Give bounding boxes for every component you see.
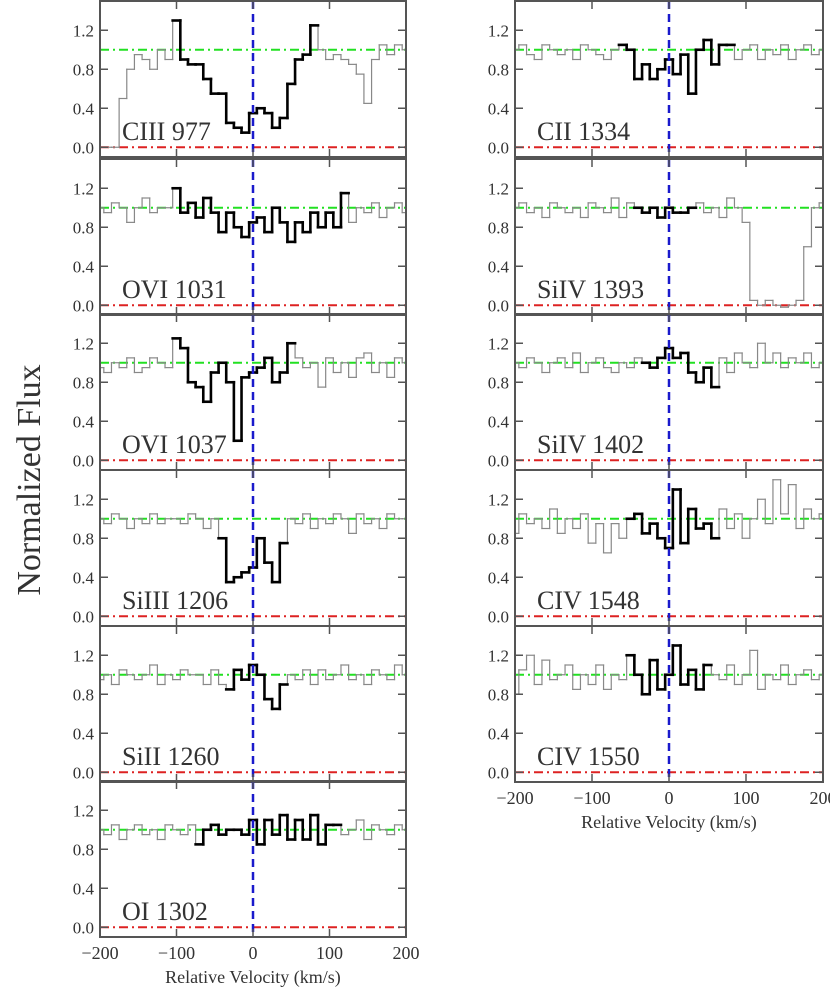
y-tick-label: 1.2: [73, 801, 94, 820]
line-label: SiIV 1402: [537, 430, 644, 459]
y-tick-label: 0.8: [488, 529, 509, 548]
y-tick-label: 1.2: [488, 646, 509, 665]
y-tick-label: 1.2: [488, 334, 509, 353]
y-tick-label: 0.4: [488, 257, 510, 276]
line-label: CII 1334: [537, 117, 630, 146]
y-tick-label: 0.0: [73, 138, 94, 157]
line-label: OI 1302: [122, 897, 208, 926]
line-label: OVI 1031: [122, 275, 227, 304]
y-tick-label: 0.4: [73, 879, 95, 898]
y-tick-label: 0.0: [73, 296, 94, 315]
y-tick-label: 0.4: [73, 724, 95, 743]
line-label: OVI 1037: [122, 430, 227, 459]
y-tick-label: 0.8: [488, 373, 509, 392]
y-tick-label: 1.2: [73, 490, 94, 509]
y-tick-label: 0.0: [488, 451, 509, 470]
x-tick-label: 200: [810, 788, 830, 808]
y-tick-label: 0.8: [73, 218, 94, 237]
y-tick-label: 0.8: [73, 840, 94, 859]
y-tick-label: 1.2: [488, 490, 509, 509]
y-tick-label: 0.4: [73, 412, 95, 431]
y-tick-label: 1.2: [488, 21, 509, 40]
y-tick-label: 1.2: [73, 646, 94, 665]
y-tick-label: 0.0: [73, 607, 94, 626]
y-tick-label: 0.0: [73, 451, 94, 470]
x-tick-label: −100: [573, 788, 610, 808]
y-tick-label: 0.8: [73, 529, 94, 548]
x-tick-label: 200: [393, 943, 420, 963]
y-tick-label: 0.4: [488, 568, 510, 587]
y-tick-label: 0.8: [73, 685, 94, 704]
y-tick-label: 0.4: [73, 99, 95, 118]
x-tick-label: 100: [733, 788, 760, 808]
y-tick-label: 1.2: [73, 334, 94, 353]
y-tick-label: 0.0: [488, 763, 509, 782]
y-tick-label: 1.2: [73, 21, 94, 40]
y-tick-label: 0.0: [488, 296, 509, 315]
y-tick-label: 0.8: [488, 218, 509, 237]
x-tick-label: 0: [249, 943, 258, 963]
y-tick-label: 0.0: [488, 607, 509, 626]
y-tick-label: 0.8: [73, 60, 94, 79]
y-tick-label: 0.8: [73, 373, 94, 392]
x-tick-label: 100: [316, 943, 343, 963]
x-tick-label: −200: [496, 788, 533, 808]
y-tick-label: 0.4: [488, 99, 510, 118]
line-label: CIV 1550: [537, 742, 640, 771]
y-tick-label: 0.4: [488, 724, 510, 743]
y-tick-label: 0.0: [73, 918, 94, 937]
y-tick-label: 0.4: [488, 412, 510, 431]
y-tick-label: 0.8: [488, 685, 509, 704]
y-tick-label: 0.0: [73, 763, 94, 782]
line-label: SiIV 1393: [537, 275, 644, 304]
line-label: SiII 1260: [122, 742, 220, 771]
line-label: SiIII 1206: [122, 586, 228, 615]
y-tick-label: 0.4: [73, 257, 95, 276]
line-label: CIII 977: [122, 117, 211, 146]
y-tick-label: 1.2: [73, 179, 94, 198]
x-axis-label: Relative Velocity (km/s): [165, 967, 341, 988]
x-tick-label: 0: [665, 788, 674, 808]
y-axis-label: Normalized Flux: [11, 364, 48, 595]
y-tick-label: 1.2: [488, 179, 509, 198]
y-tick-label: 0.0: [488, 138, 509, 157]
y-tick-label: 0.4: [73, 568, 95, 587]
x-axis-label: Relative Velocity (km/s): [581, 812, 757, 833]
x-tick-label: −100: [158, 943, 195, 963]
line-label: CIV 1548: [537, 586, 640, 615]
y-tick-label: 0.8: [488, 60, 509, 79]
x-tick-label: −200: [81, 943, 118, 963]
